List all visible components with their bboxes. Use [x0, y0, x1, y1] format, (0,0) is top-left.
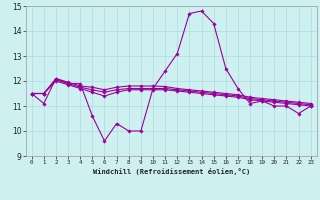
X-axis label: Windchill (Refroidissement éolien,°C): Windchill (Refroidissement éolien,°C)	[92, 168, 250, 175]
